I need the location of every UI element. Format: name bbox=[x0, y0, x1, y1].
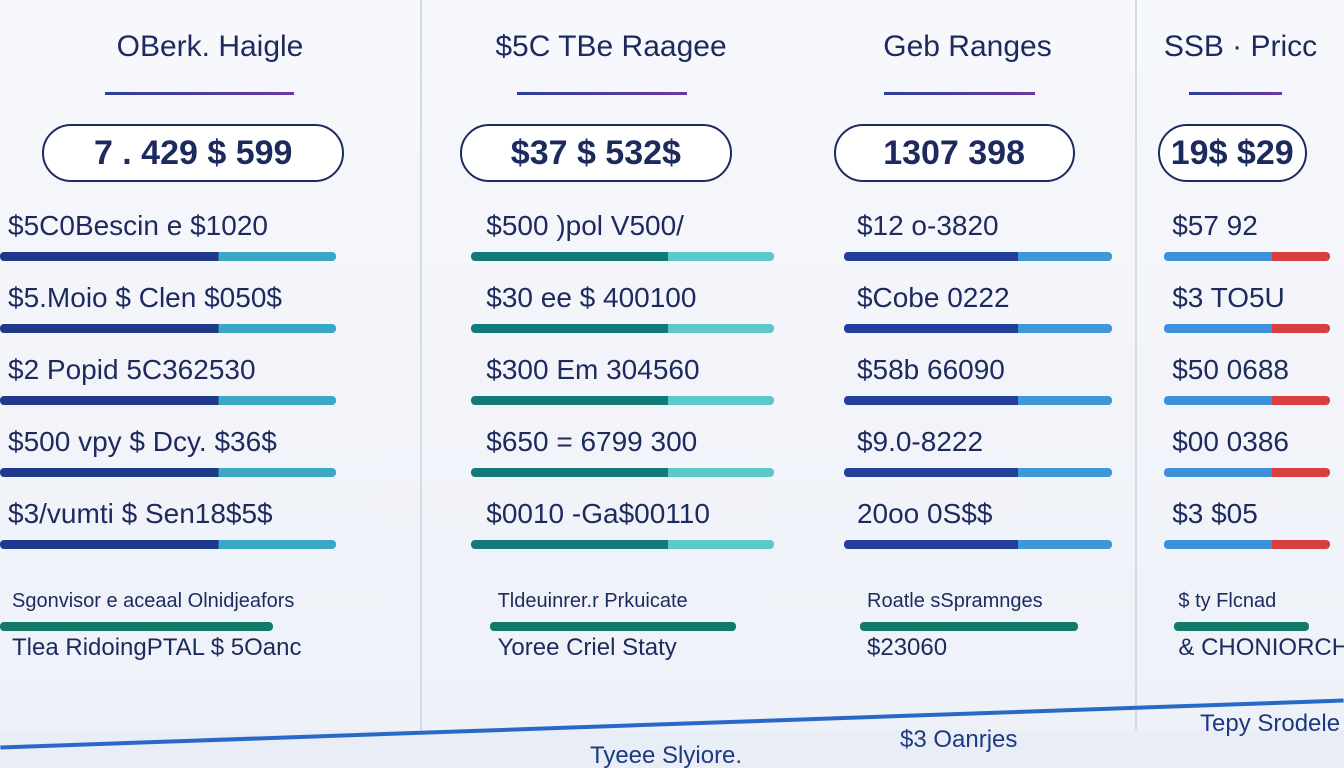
row-bar bbox=[1163, 396, 1330, 405]
title-underline bbox=[516, 92, 687, 95]
column-title: Geb Ranges bbox=[883, 30, 1052, 63]
price-row: $5.Moio $ Clen $050$ bbox=[8, 282, 282, 313]
price-row: $5C0Bescin e $1020 bbox=[8, 210, 268, 241]
price-pill: 19$ $29 bbox=[1157, 124, 1307, 182]
row-bar bbox=[843, 252, 1112, 261]
footer-bar bbox=[860, 622, 1079, 631]
row-bar bbox=[471, 396, 774, 405]
price-row: $3 $05 bbox=[1172, 498, 1258, 529]
price-row: $3 TO5U bbox=[1172, 282, 1285, 313]
price-row: 20oo 0S$$ bbox=[856, 498, 993, 529]
price-row: $2 Popid 5C362530 bbox=[8, 354, 256, 385]
price-row: $30 ee $ 400100 bbox=[486, 282, 697, 313]
row-bar bbox=[471, 540, 774, 549]
price-row: $300 Em 304560 bbox=[486, 354, 700, 385]
title-underline bbox=[105, 92, 294, 95]
row-bar bbox=[1163, 540, 1330, 549]
price-column: Geb Ranges 1307 398 $12 o-3820 $Cobe 0222 $5… bbox=[800, 0, 1137, 730]
price-column: $5C TBe Raagee $37 $ 532$ $500 )pol V500/ $… bbox=[422, 0, 802, 730]
price-pill: $37 $ 532$ bbox=[459, 124, 732, 182]
bottom-text: Tyeee Slyiore. bbox=[590, 742, 743, 768]
price-row: $500 vpy $ Dcy. $36$ bbox=[8, 426, 277, 457]
footer-text: $ ty Flcnad bbox=[1178, 590, 1277, 612]
footer-bar bbox=[490, 622, 736, 631]
title-underline bbox=[1188, 92, 1282, 95]
column-title: SSB · Pricc bbox=[1163, 30, 1318, 63]
footer-text: Tldeuinrer.r Prkuicate bbox=[497, 590, 688, 612]
price-row: $650 = 6799 300 bbox=[486, 426, 698, 457]
price-pill: 7 . 429 $ 599 bbox=[42, 124, 345, 182]
price-row: $500 )pol V500/ bbox=[486, 210, 684, 241]
price-row: $57 92 bbox=[1172, 210, 1258, 241]
row-bar bbox=[843, 396, 1112, 405]
footer-text: $23060 bbox=[867, 634, 948, 661]
price-column: SSB · Pricc 19$ $29 $57 92 $3 TO5U $50 0688 $… bbox=[1137, 0, 1344, 730]
column-title: $5C TBe Raagee bbox=[495, 30, 727, 63]
row-bar bbox=[843, 324, 1112, 333]
price-column: OBerk. Haigle 7 . 429 $ 599 $5C0Bescin e $… bbox=[0, 0, 422, 730]
row-bar bbox=[1163, 324, 1330, 333]
row-bar bbox=[1163, 252, 1330, 261]
footer-text: Yoree Criel Staty bbox=[497, 634, 677, 661]
row-bar bbox=[471, 468, 774, 477]
column-title: OBerk. Haigle bbox=[116, 30, 304, 63]
footer-bar bbox=[1174, 622, 1309, 631]
footer-text: & CHONIORCHE bbox=[1178, 634, 1344, 661]
title-underline bbox=[883, 92, 1035, 95]
row-bar bbox=[0, 540, 336, 549]
price-row: $9.0-8222 bbox=[856, 426, 984, 457]
footer-text: Roatle sSpramnges bbox=[867, 590, 1043, 612]
price-row: $0010 -Ga$00110 bbox=[486, 498, 710, 529]
footer-text: Tlea RidoingPTAL $ 5Oanc bbox=[12, 634, 302, 661]
row-bar bbox=[0, 468, 336, 477]
row-bar bbox=[843, 468, 1112, 477]
footer-bar bbox=[0, 622, 273, 631]
bottom-text: $3 Oanrjes bbox=[900, 726, 1018, 753]
row-bar bbox=[471, 324, 774, 333]
row-bar bbox=[471, 252, 774, 261]
row-bar bbox=[0, 324, 336, 333]
price-row: $Cobe 0222 bbox=[856, 282, 1010, 313]
row-bar bbox=[1163, 468, 1330, 477]
price-pill: 1307 398 bbox=[833, 124, 1075, 182]
row-bar bbox=[843, 540, 1112, 549]
row-bar bbox=[0, 396, 336, 405]
price-row: $3/vumti $ Sen18$5$ bbox=[8, 498, 273, 529]
row-bar bbox=[0, 252, 336, 261]
footer-text: Sgonvisor e aceaal Olnidjeafors bbox=[12, 590, 295, 612]
price-row: $12 o-3820 bbox=[856, 210, 999, 241]
price-row: $50 0688 bbox=[1172, 354, 1289, 385]
price-row: $58b 66090 bbox=[856, 354, 1005, 385]
bottom-text: Tepy Srodele bbox=[1200, 710, 1341, 737]
price-row: $00 0386 bbox=[1172, 426, 1289, 457]
